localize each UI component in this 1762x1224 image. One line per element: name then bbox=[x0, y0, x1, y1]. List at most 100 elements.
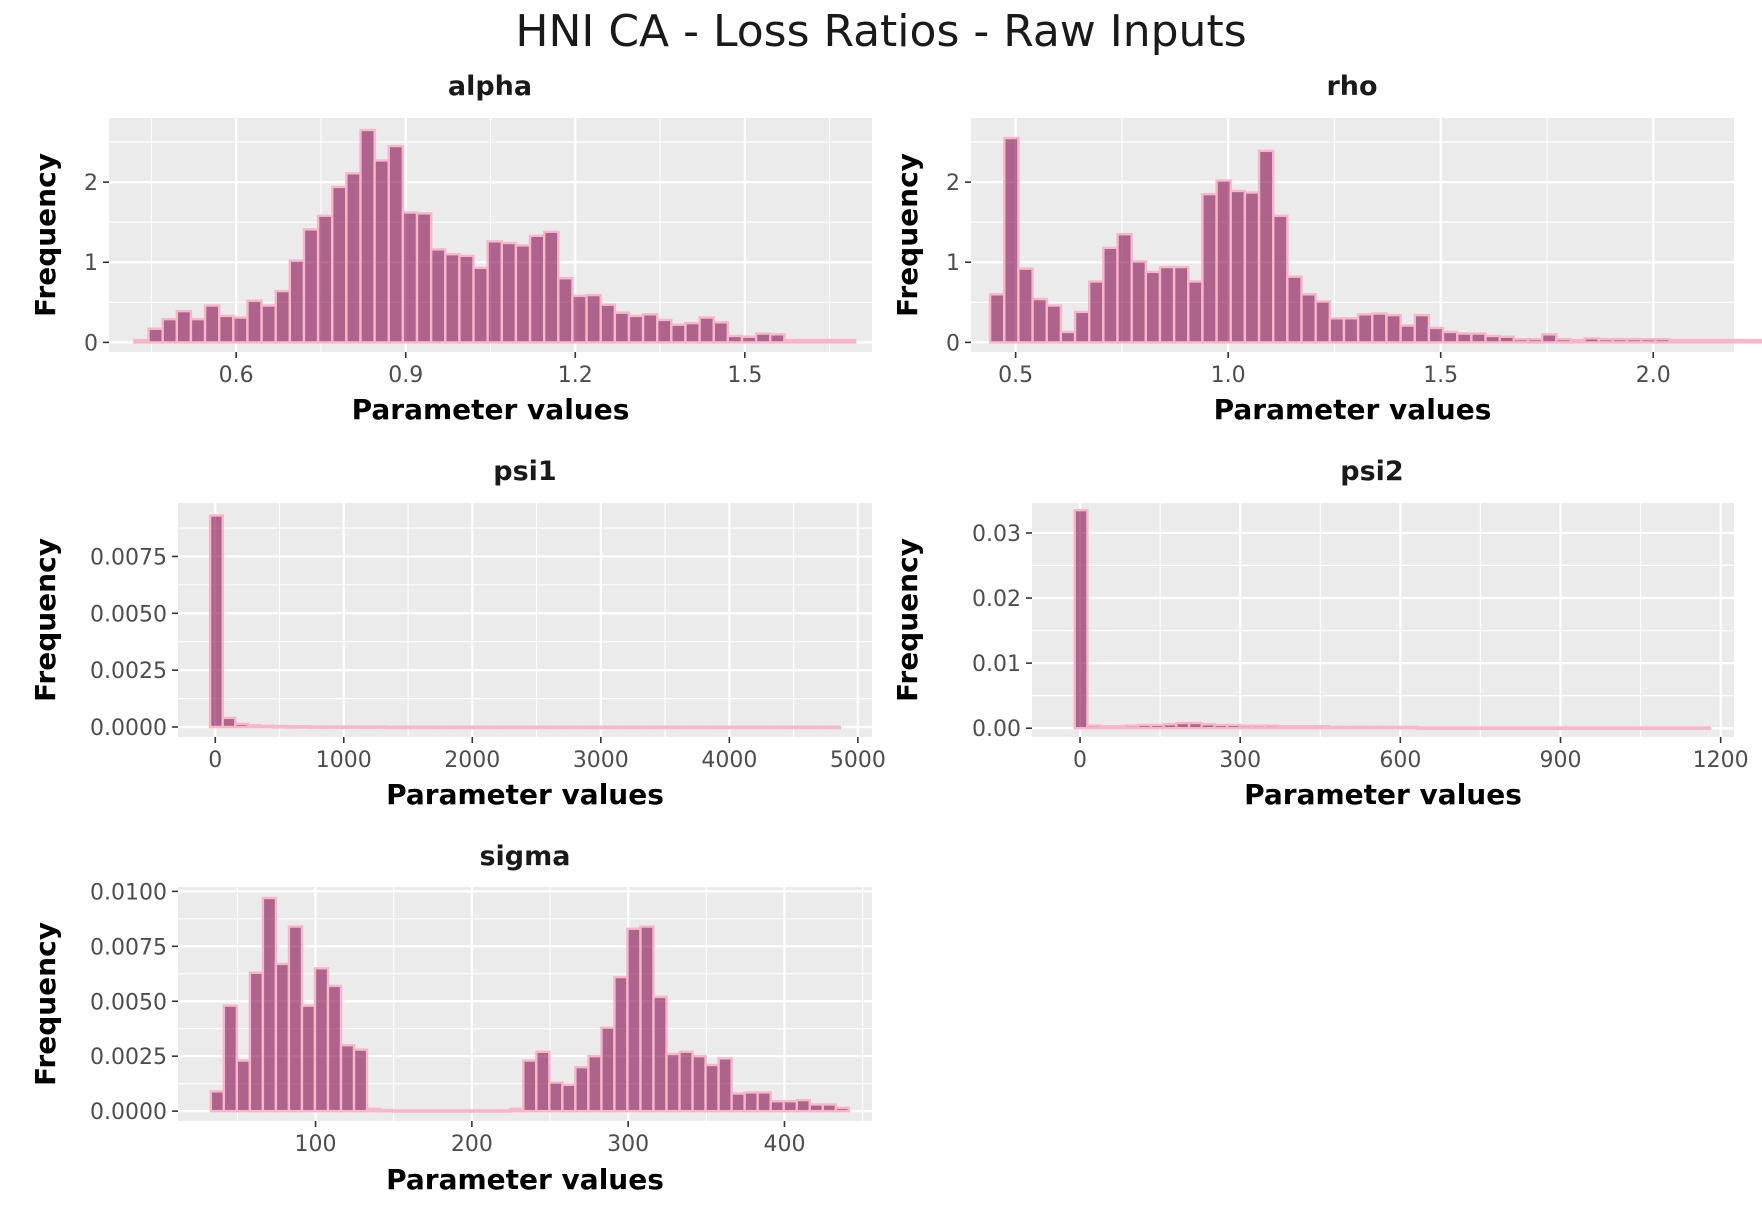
histogram-bar bbox=[334, 725, 350, 729]
x-tick-label: 0.6 bbox=[219, 363, 254, 388]
histogram-bar bbox=[522, 1059, 538, 1113]
histogram-bar bbox=[1365, 725, 1381, 730]
histogram-bar bbox=[444, 253, 461, 344]
histogram-bar bbox=[587, 1054, 603, 1113]
histogram-bar bbox=[1003, 136, 1020, 344]
y-tick-label: 0 bbox=[946, 331, 960, 356]
histogram-bar bbox=[548, 1081, 564, 1113]
histogram-bar bbox=[811, 338, 828, 344]
histogram-bar bbox=[1526, 337, 1544, 344]
histogram-bar bbox=[626, 927, 642, 1113]
y-tick-label: 2 bbox=[946, 171, 960, 196]
histogram-bar bbox=[365, 1107, 382, 1113]
histogram-bar bbox=[678, 1050, 694, 1113]
histogram-bar bbox=[769, 333, 786, 344]
histogram-bar bbox=[674, 725, 690, 730]
histogram-bar bbox=[826, 725, 842, 730]
histogram-bar bbox=[1498, 335, 1516, 344]
histogram-bar bbox=[208, 514, 224, 729]
y-tick-label: 0.0000 bbox=[90, 1100, 167, 1125]
histogram-bar bbox=[1632, 726, 1648, 730]
y-tick-label: 1 bbox=[946, 251, 960, 276]
panel-alpha: 0.6 0.9 1.2 1.5 0 1 2 alpha Parameter values Freq… bbox=[29, 71, 872, 426]
histogram-bar bbox=[1581, 726, 1597, 730]
histogram-bar bbox=[1454, 726, 1470, 730]
histogram-bar bbox=[839, 338, 857, 344]
histogram-bar bbox=[1399, 324, 1416, 344]
histogram-bar bbox=[611, 725, 627, 730]
histogram-bar bbox=[684, 321, 701, 344]
histogram-bar bbox=[800, 725, 816, 730]
histogram-bar bbox=[1251, 724, 1267, 730]
histogram-bar bbox=[1696, 338, 1714, 344]
x-tick-label: 0 bbox=[1073, 748, 1087, 773]
histogram-bar bbox=[1111, 725, 1127, 730]
histogram-bar bbox=[1625, 337, 1643, 344]
histogram-bar bbox=[1710, 338, 1728, 344]
histogram-bar bbox=[1441, 330, 1459, 344]
histogram-bar bbox=[523, 725, 539, 730]
histogram-bar bbox=[288, 259, 306, 344]
histogram-bar bbox=[372, 725, 388, 729]
x-axis-label: Parameter values bbox=[386, 1163, 664, 1196]
histogram-bar bbox=[585, 293, 602, 344]
histogram-bar bbox=[1683, 726, 1699, 730]
histogram-bar bbox=[1739, 338, 1756, 344]
histogram-bar bbox=[730, 1092, 746, 1113]
histogram-bar bbox=[1124, 724, 1140, 730]
histogram-bar bbox=[988, 293, 1006, 344]
histogram-bar bbox=[260, 304, 277, 344]
histogram-bar bbox=[1031, 297, 1048, 344]
histogram-bar bbox=[536, 725, 552, 730]
histogram-bar bbox=[574, 1065, 590, 1113]
histogram-bar bbox=[542, 230, 560, 344]
histogram-bar bbox=[1645, 726, 1661, 730]
histogram-bar bbox=[813, 725, 829, 730]
histogram-bar bbox=[670, 323, 687, 344]
histogram-bar bbox=[261, 896, 278, 1113]
histogram-bar bbox=[691, 1054, 707, 1113]
y-tick-label: 0.0100 bbox=[90, 880, 167, 905]
y-axis-label: Frequency bbox=[891, 538, 924, 702]
histogram-bar bbox=[1356, 313, 1374, 344]
histogram-bar bbox=[203, 304, 221, 344]
x-tick-label: 0.9 bbox=[388, 363, 423, 388]
histogram-bar bbox=[1300, 293, 1317, 344]
histogram-bar bbox=[313, 967, 330, 1113]
histogram-bar bbox=[274, 289, 292, 344]
histogram-bar bbox=[1225, 723, 1242, 730]
histogram-bar bbox=[1441, 726, 1458, 730]
histogram-bar bbox=[1556, 726, 1572, 730]
plot-background bbox=[1032, 503, 1734, 737]
histogram-bar bbox=[574, 725, 590, 730]
histogram-bar bbox=[1512, 337, 1530, 344]
histogram-bar bbox=[486, 725, 502, 730]
histogram-bar bbox=[1172, 265, 1190, 344]
y-axis-label: Frequency bbox=[891, 153, 924, 317]
panel-title: psi1 bbox=[493, 456, 556, 487]
x-axis-label: Parameter values bbox=[1214, 393, 1492, 426]
histogram-bar bbox=[1505, 726, 1521, 730]
histogram-bar bbox=[147, 327, 164, 344]
x-tick-label: 0.5 bbox=[998, 363, 1033, 388]
histogram-bar bbox=[737, 725, 753, 730]
histogram-bar bbox=[783, 338, 800, 344]
histogram-bar bbox=[698, 316, 715, 344]
histogram-bar bbox=[600, 1026, 616, 1113]
histogram-bar bbox=[571, 294, 588, 344]
x-tick-label: 4000 bbox=[701, 748, 757, 773]
x-axis-label: Parameter values bbox=[1244, 778, 1522, 811]
histogram-bar bbox=[309, 725, 325, 729]
y-tick-label: 0.0000 bbox=[90, 716, 167, 741]
histogram-bar bbox=[404, 1109, 421, 1113]
histogram-bar bbox=[443, 1109, 460, 1113]
histogram-bar bbox=[410, 725, 426, 730]
histogram-bar bbox=[821, 1103, 837, 1113]
histogram-bar bbox=[649, 725, 665, 730]
x-tick-label: 100 bbox=[295, 1132, 337, 1157]
histogram-bar bbox=[1413, 313, 1431, 344]
histogram-bar bbox=[271, 724, 287, 729]
histogram-bar bbox=[586, 725, 602, 730]
histogram-bar bbox=[1670, 726, 1686, 730]
histogram-bar bbox=[1286, 275, 1303, 344]
